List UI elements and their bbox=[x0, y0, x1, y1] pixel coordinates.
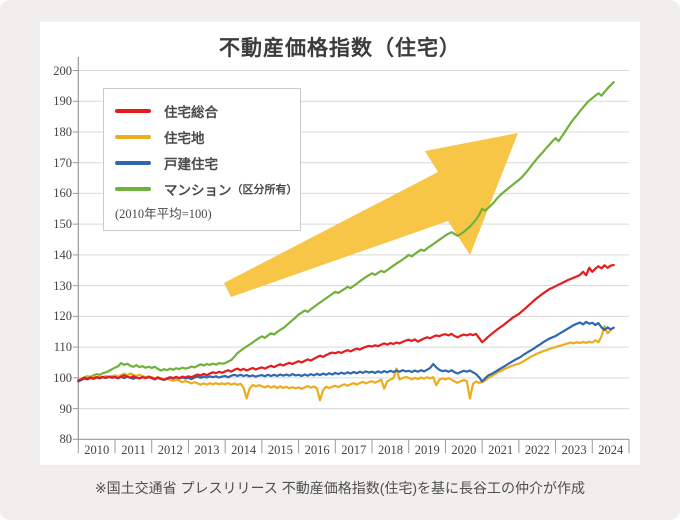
legend-swatch-condo bbox=[115, 187, 151, 191]
y-axis-label: 150 bbox=[53, 217, 72, 232]
y-axis-label: 130 bbox=[53, 278, 72, 293]
legend-label: 住宅地 bbox=[164, 131, 205, 146]
legend-item-composite: 住宅総合 bbox=[115, 98, 292, 124]
y-axis-label: 160 bbox=[53, 186, 72, 201]
legend-item-land: 住宅地 bbox=[115, 124, 292, 150]
legend-swatch-land bbox=[115, 135, 151, 139]
x-axis-label: 2018 bbox=[378, 443, 403, 457]
x-axis-label: 2011 bbox=[121, 443, 146, 457]
y-axis-label: 140 bbox=[53, 247, 72, 262]
legend-label-suffix: （区分所有） bbox=[231, 184, 298, 196]
x-axis-label: 2014 bbox=[231, 443, 257, 457]
legend-item-detached: 戸建住宅 bbox=[115, 150, 292, 176]
legend: 住宅総合住宅地戸建住宅マンション （区分所有） (2010年平均=100) bbox=[103, 88, 301, 231]
legend-swatch-detached bbox=[115, 161, 151, 165]
legend-label: マンション bbox=[164, 183, 232, 198]
x-axis-label: 2017 bbox=[341, 443, 367, 457]
y-axis-label: 90 bbox=[59, 401, 73, 416]
x-axis-label: 2015 bbox=[267, 443, 293, 457]
y-axis-label: 110 bbox=[53, 340, 72, 355]
chart-title: 不動産価格指数（住宅） bbox=[219, 36, 461, 60]
trend-arrow bbox=[224, 133, 518, 297]
legend-swatch-composite bbox=[115, 109, 151, 113]
series-line-condo bbox=[77, 81, 615, 382]
y-axis-label: 170 bbox=[53, 155, 72, 170]
legend-label: 戸建住宅 bbox=[164, 157, 218, 172]
y-axis-label: 200 bbox=[53, 63, 72, 78]
y-axis-label: 80 bbox=[59, 432, 73, 447]
y-axis-label: 100 bbox=[53, 370, 72, 385]
x-axis-label: 2019 bbox=[414, 443, 440, 457]
x-axis-label: 2010 bbox=[84, 443, 110, 457]
x-axis-label: 2021 bbox=[488, 443, 514, 457]
x-axis-label: 2016 bbox=[304, 443, 330, 457]
x-axis-label: 2022 bbox=[524, 443, 550, 457]
series-line-land bbox=[77, 325, 615, 402]
x-axis-label: 2024 bbox=[598, 443, 624, 457]
x-axis-label: 2023 bbox=[561, 443, 587, 457]
legend-note: (2010年平均=100) bbox=[115, 207, 212, 221]
x-axis-label: 2013 bbox=[194, 443, 220, 457]
y-axis-label: 120 bbox=[53, 309, 72, 324]
legend-item-condo: マンション （区分所有） bbox=[115, 176, 298, 202]
y-axis-label: 180 bbox=[53, 124, 72, 139]
source-note: ※国土交通省 プレスリリース 不動産価格指数(住宅)を基に長谷工の仲介が作成 bbox=[94, 480, 586, 496]
y-axis-label: 190 bbox=[53, 94, 72, 109]
legend-label: 住宅総合 bbox=[164, 105, 218, 120]
x-axis-label: 2012 bbox=[157, 443, 183, 457]
series-line-composite bbox=[77, 263, 615, 382]
x-axis-label: 2020 bbox=[451, 443, 477, 457]
